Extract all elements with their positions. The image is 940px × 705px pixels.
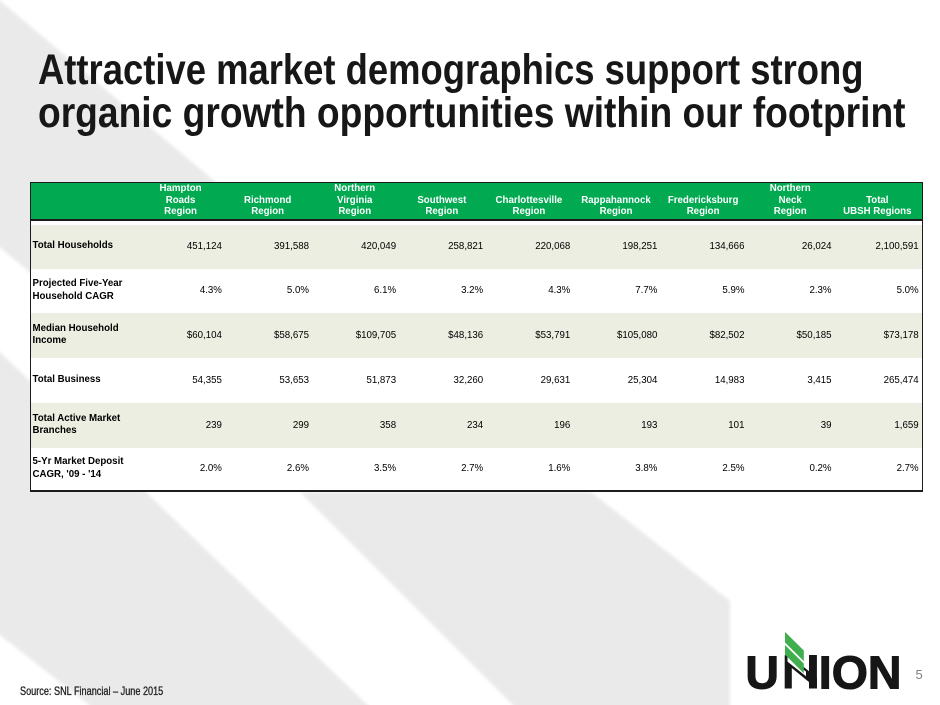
svg-text:U: U [745, 647, 779, 699]
svg-text:ION: ION [819, 647, 902, 699]
